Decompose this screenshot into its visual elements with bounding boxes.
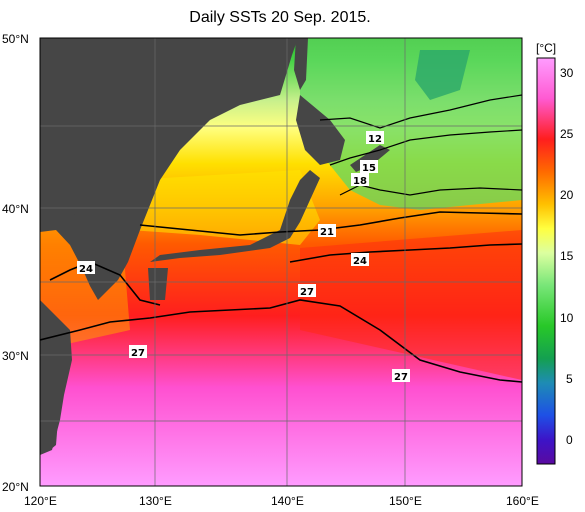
colorbar-tick-0: 0	[566, 433, 573, 447]
colorbar-tick-30: 30	[560, 66, 574, 80]
contour-label-24-west-text: 24	[79, 264, 93, 275]
colorbar-tick-20: 20	[560, 188, 574, 202]
lat-label-40: 40°N	[2, 202, 29, 216]
contour-label-27-east-text: 27	[394, 372, 408, 383]
coldest-water-patch	[415, 50, 470, 100]
contour-label-27-north-text: 27	[300, 287, 314, 298]
lat-label-20: 20°N	[2, 480, 29, 494]
lon-label-120: 120°E	[24, 494, 57, 508]
colorbar: [°C] 30 25 20 15 10 5 0	[536, 41, 574, 465]
korea-region	[70, 212, 110, 290]
colorbar-tick-25: 25	[560, 127, 574, 141]
colorbar-tick-10: 10	[560, 311, 574, 325]
contour-label-18-text: 18	[353, 176, 367, 187]
contour-label-24-east-text: 24	[353, 256, 367, 267]
colorbar-unit: [°C]	[536, 41, 556, 55]
colorbar-tick-5: 5	[566, 372, 573, 386]
contour-label-21: 21	[318, 224, 336, 238]
contour-15-line	[329, 129, 522, 166]
lat-label-50: 50°N	[2, 32, 29, 46]
contour-label-27-north: 27	[298, 284, 316, 298]
kuroshio-extension-region	[300, 230, 522, 380]
contour-label-15: 15	[360, 160, 378, 174]
contour-12-line	[319, 94, 522, 129]
kyushu-island	[148, 268, 168, 300]
contour-24-west-line	[49, 261, 161, 306]
hokkaido-island	[296, 95, 345, 165]
colorbar-gradient	[536, 57, 556, 465]
contour-label-27-west: 27	[129, 345, 147, 359]
contour-label-12: 12	[366, 131, 384, 145]
taiwan-island	[50, 420, 58, 450]
sakhalin-island	[294, 38, 308, 90]
contour-label-27-east: 27	[392, 369, 410, 383]
contour-label-24-west: 24	[77, 261, 95, 275]
lat-label-30: 30°N	[2, 349, 29, 363]
contour-label-24-east: 24	[351, 253, 369, 267]
contour-24-east-line	[289, 243, 522, 263]
colorbar-tick-15: 15	[560, 249, 574, 263]
graticule	[40, 38, 522, 486]
latitude-axis: 50°N 40°N 30°N 20°N	[2, 32, 29, 494]
contour-label-21-text: 21	[320, 227, 334, 238]
map-title: Daily SSTs 20 Sep. 2015.	[189, 9, 371, 26]
lon-label-150: 150°E	[389, 494, 422, 508]
contour-21-line	[139, 211, 522, 236]
lon-label-140: 140°E	[271, 494, 304, 508]
contour-labels: 12 15 18 21 24 24 27 27	[77, 131, 410, 383]
contour-label-18: 18	[351, 173, 369, 187]
contour-27-line	[40, 299, 522, 383]
contour-label-27-west-text: 27	[131, 348, 145, 359]
lon-label-130: 130°E	[139, 494, 172, 508]
longitude-axis: 120°E 130°E 140°E 150°E 160°E	[24, 494, 539, 508]
sst-field	[40, 38, 522, 486]
lon-label-160: 160°E	[506, 494, 539, 508]
contour-label-12-text: 12	[368, 134, 382, 145]
sea-of-japan-warm	[130, 170, 320, 245]
honshu-island	[150, 170, 320, 262]
map-frame	[39, 37, 523, 487]
contour-label-15-text: 15	[362, 163, 376, 174]
